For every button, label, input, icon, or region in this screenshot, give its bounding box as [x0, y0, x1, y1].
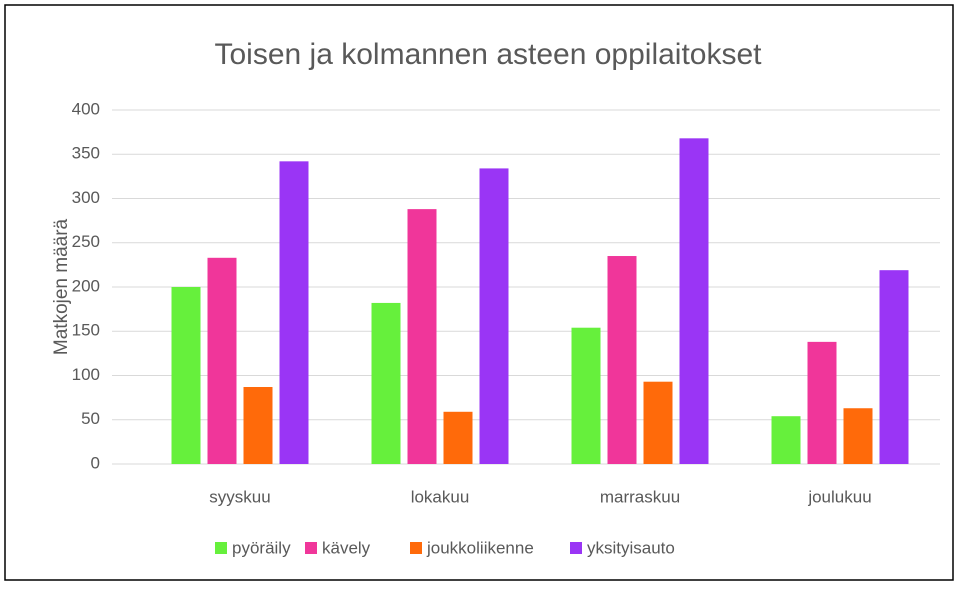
x-tick-label: lokakuu: [411, 487, 470, 506]
bar: [407, 209, 437, 464]
legend-swatch: [215, 542, 227, 554]
y-tick-label: 350: [72, 144, 100, 163]
bar: [679, 138, 709, 464]
x-tick-label: marraskuu: [600, 487, 680, 506]
legend-swatch: [305, 542, 317, 554]
bar: [171, 287, 201, 464]
bar: [207, 257, 237, 464]
bar: [279, 161, 309, 464]
chart-title: Toisen ja kolmannen asteen oppilaitokset: [214, 38, 762, 71]
bar: [571, 327, 601, 464]
y-axis-title: Matkojen määrä: [51, 218, 72, 355]
bar: [371, 302, 401, 464]
y-tick-label: 150: [72, 321, 100, 340]
frame: [4, 4, 954, 581]
y-tick-label: 50: [81, 409, 100, 428]
bar: [643, 381, 673, 464]
bar: [771, 416, 801, 464]
legend-label: yksityisauto: [587, 538, 675, 557]
bar: [479, 168, 509, 464]
bar: [443, 411, 473, 464]
legend-swatch: [410, 542, 422, 554]
legend-label: kävely: [322, 538, 371, 557]
y-tick-label: 0: [91, 453, 100, 472]
y-tick-label: 250: [72, 232, 100, 251]
bar: [843, 408, 873, 464]
x-tick-label: joulukuu: [807, 487, 871, 506]
y-tick-label: 100: [72, 365, 100, 384]
y-tick-label: 300: [72, 188, 100, 207]
legend-swatch: [570, 542, 582, 554]
x-tick-label: syyskuu: [209, 487, 270, 506]
y-tick-label: 400: [72, 99, 100, 118]
bar: [879, 270, 909, 464]
y-tick-label: 200: [72, 276, 100, 295]
bar: [243, 387, 273, 464]
bar: [807, 341, 837, 464]
legend-label: joukkoliikenne: [426, 538, 534, 557]
legend-label: pyöräily: [232, 538, 291, 557]
bar: [607, 256, 637, 464]
